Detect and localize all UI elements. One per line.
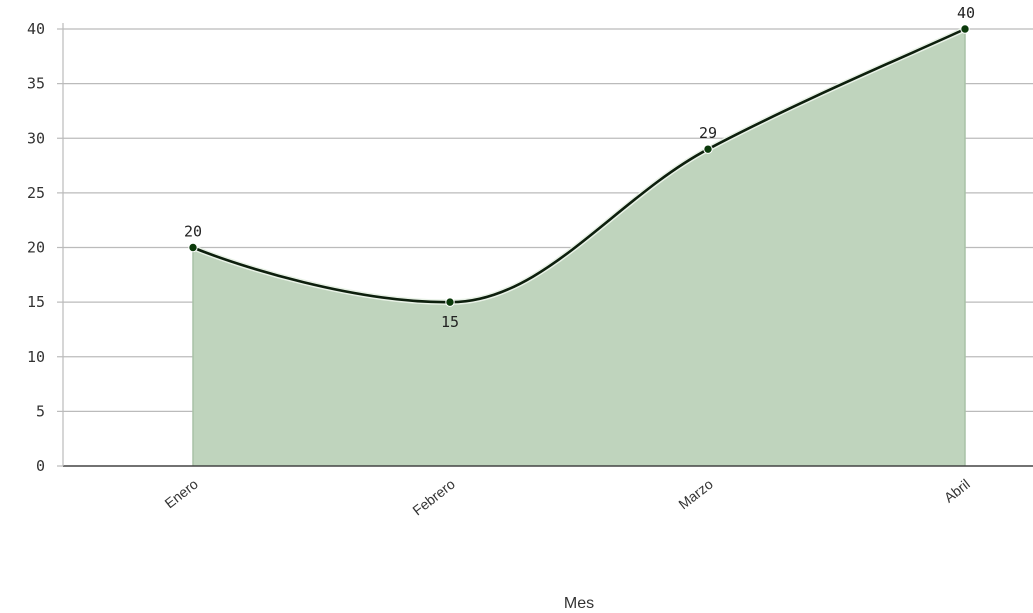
data-point	[703, 144, 713, 154]
x-tick-label: Febrero	[409, 476, 458, 519]
series-line	[192, 27, 966, 304]
data-label: 40	[957, 4, 975, 22]
y-tick-label: 20	[27, 239, 45, 257]
y-tick-label: 0	[36, 457, 45, 475]
x-tick-label: Abril	[941, 476, 973, 506]
y-tick-label: 35	[27, 75, 45, 93]
y-tick-label: 10	[27, 348, 45, 366]
data-point	[445, 297, 455, 307]
data-label: 20	[184, 223, 202, 241]
x-axis-ticks: Enero Febrero Marzo Abril	[162, 476, 973, 519]
x-axis-title: Mes	[564, 595, 594, 612]
y-tick-label: 40	[27, 20, 45, 38]
y-tick-label: 5	[36, 402, 45, 420]
data-labels: 20 15 29 40	[184, 4, 975, 331]
area-layer	[191, 26, 967, 466]
y-tick-label: 25	[27, 184, 45, 202]
y-tick-label: 30	[27, 129, 45, 147]
y-axis-ticks: 0 5 10 15 20 25 30 35 40	[27, 20, 63, 475]
data-point	[188, 242, 198, 253]
data-point	[960, 24, 970, 34]
data-label: 29	[699, 124, 717, 142]
data-points	[188, 24, 970, 307]
x-tick-label: Enero	[162, 476, 201, 512]
x-tick-label: Marzo	[675, 476, 716, 513]
data-label: 15	[441, 313, 459, 331]
y-tick-label: 15	[27, 293, 45, 311]
